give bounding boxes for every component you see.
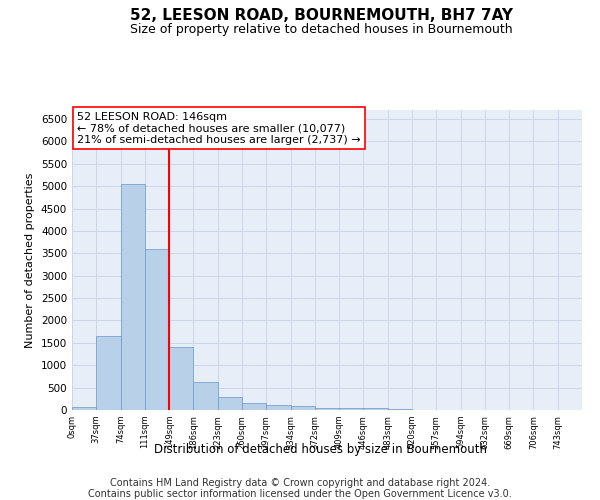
Text: 52, LEESON ROAD, BOURNEMOUTH, BH7 7AY: 52, LEESON ROAD, BOURNEMOUTH, BH7 7AY	[130, 8, 512, 22]
Bar	[388, 409, 412, 410]
Text: Distribution of detached houses by size in Bournemouth: Distribution of detached houses by size …	[155, 442, 487, 456]
Bar	[145, 249, 169, 410]
Bar	[266, 405, 290, 410]
Bar	[218, 396, 242, 410]
Text: 52 LEESON ROAD: 146sqm
← 78% of detached houses are smaller (10,077)
21% of semi: 52 LEESON ROAD: 146sqm ← 78% of detached…	[77, 112, 361, 144]
Bar	[242, 404, 266, 410]
Bar	[169, 348, 193, 410]
Y-axis label: Number of detached properties: Number of detached properties	[25, 172, 35, 348]
Text: Contains public sector information licensed under the Open Government Licence v3: Contains public sector information licen…	[88, 489, 512, 499]
Bar	[193, 382, 218, 410]
Bar	[364, 408, 388, 410]
Text: Size of property relative to detached houses in Bournemouth: Size of property relative to detached ho…	[130, 22, 512, 36]
Bar	[121, 184, 145, 410]
Bar	[72, 406, 96, 410]
Bar	[290, 406, 315, 410]
Bar	[96, 336, 121, 410]
Bar	[339, 408, 364, 410]
Text: Contains HM Land Registry data © Crown copyright and database right 2024.: Contains HM Land Registry data © Crown c…	[110, 478, 490, 488]
Bar	[315, 408, 339, 410]
